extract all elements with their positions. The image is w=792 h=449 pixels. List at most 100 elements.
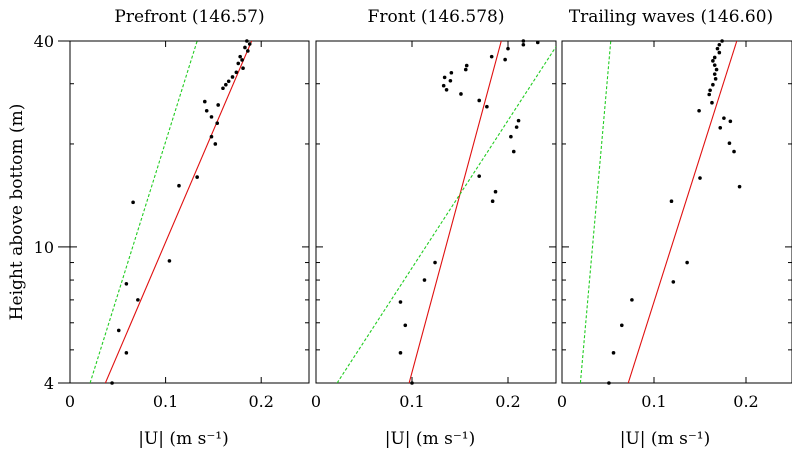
data-point (477, 174, 482, 178)
x-tick-label: 0.1 (399, 392, 424, 411)
data-point (464, 63, 469, 68)
data-point (209, 115, 214, 119)
data-point (516, 118, 521, 123)
data-point (477, 98, 482, 103)
data-point (230, 75, 235, 79)
data-point (712, 63, 717, 67)
data-point (403, 323, 408, 328)
data-point (620, 323, 624, 328)
data-point (433, 260, 437, 265)
plot-frame (69, 40, 310, 384)
data-point (490, 199, 495, 204)
data-point (131, 200, 135, 205)
data-point (669, 199, 674, 204)
chart-panel-2: 0 0.1 0.2 Front (146.578) |U| (m s⁻¹) (311, 7, 557, 449)
fit-line-dashed (579, 41, 612, 383)
data-point (715, 46, 720, 51)
data-point (521, 39, 526, 43)
x-tick-label: 0.1 (153, 392, 178, 411)
fit-line-dashed (336, 46, 556, 383)
x-axis-label: |U| (m s⁻¹) (138, 429, 229, 449)
data-point (221, 86, 225, 91)
y-tick-label: 10 (34, 238, 54, 257)
data-point (722, 116, 726, 120)
data-point (410, 381, 414, 385)
x-axis-label: |U| (m s⁻¹) (620, 429, 711, 449)
data-point (213, 142, 218, 146)
y-axis-label: Height above bottom (m) (7, 104, 27, 321)
data-point (710, 100, 714, 105)
data-point (234, 70, 239, 75)
data-point (459, 92, 463, 96)
data-point (124, 351, 129, 355)
fit-line-solid (408, 41, 502, 383)
y-tick-label: 4 (44, 374, 54, 393)
data-point (224, 82, 228, 87)
panel-title: Front (146.578) (368, 7, 505, 27)
data-point (246, 49, 250, 53)
data-point (611, 351, 616, 355)
data-point (236, 61, 241, 66)
data-point (448, 78, 453, 83)
data-point (398, 351, 403, 355)
x-axis-label: |U| (m s⁻¹) (385, 429, 476, 449)
data-point (209, 134, 214, 139)
data-point (215, 121, 220, 125)
y-tick-label: 40 (34, 32, 54, 51)
data-point (124, 282, 129, 286)
data-point (422, 278, 427, 282)
data-point (398, 300, 403, 304)
data-point (708, 88, 712, 93)
data-point (204, 109, 209, 113)
fit-line-dashed (89, 41, 198, 383)
fit-line-solid (627, 41, 738, 383)
data-point (717, 42, 722, 47)
data-point (240, 58, 244, 62)
plot-frame (561, 40, 792, 384)
data-point (732, 149, 736, 154)
data-point (463, 67, 468, 72)
data-point (506, 46, 510, 51)
data-point (238, 54, 242, 59)
data-point (489, 54, 494, 59)
x-tick-label: 0 (557, 392, 567, 411)
data-point (493, 189, 498, 194)
data-point (503, 57, 507, 62)
x-tick-label: 0.2 (248, 392, 273, 411)
data-point (241, 66, 245, 71)
data-point (685, 260, 689, 265)
data-point (441, 83, 446, 88)
data-point (195, 175, 199, 179)
data-point (717, 50, 722, 55)
data-point (711, 59, 715, 63)
data-point (671, 280, 676, 284)
data-point (485, 104, 489, 109)
x-tick-label: 0.2 (495, 392, 520, 411)
data-point (247, 42, 252, 46)
data-point (110, 381, 114, 385)
data-point (714, 67, 719, 72)
data-point (707, 92, 711, 97)
data-point (720, 39, 724, 43)
data-point (509, 134, 513, 139)
data-point (728, 119, 733, 124)
data-point (514, 125, 519, 129)
data-point (449, 70, 454, 75)
data-point (727, 141, 732, 146)
data-point (177, 183, 181, 188)
chart-panel-1: 0 0.1 0.2 4 10 40 Prefront (146.57) |U| (m s⁻¹)… (7, 7, 310, 449)
chart-panel-3: 0 0.1 0.2 Trailing waves (146.60) |U| (m s⁻¹… (557, 7, 792, 449)
data-point (521, 42, 526, 47)
x-tick-label: 0.2 (733, 392, 758, 411)
data-point (630, 298, 634, 302)
data-point (698, 176, 702, 180)
data-point (697, 109, 701, 113)
data-point (167, 259, 172, 263)
data-point (737, 184, 742, 189)
data-point (511, 149, 516, 154)
x-tick-label: 0 (311, 392, 321, 411)
x-tick-label: 0 (65, 392, 75, 411)
data-point (442, 75, 447, 80)
data-point (713, 77, 718, 81)
